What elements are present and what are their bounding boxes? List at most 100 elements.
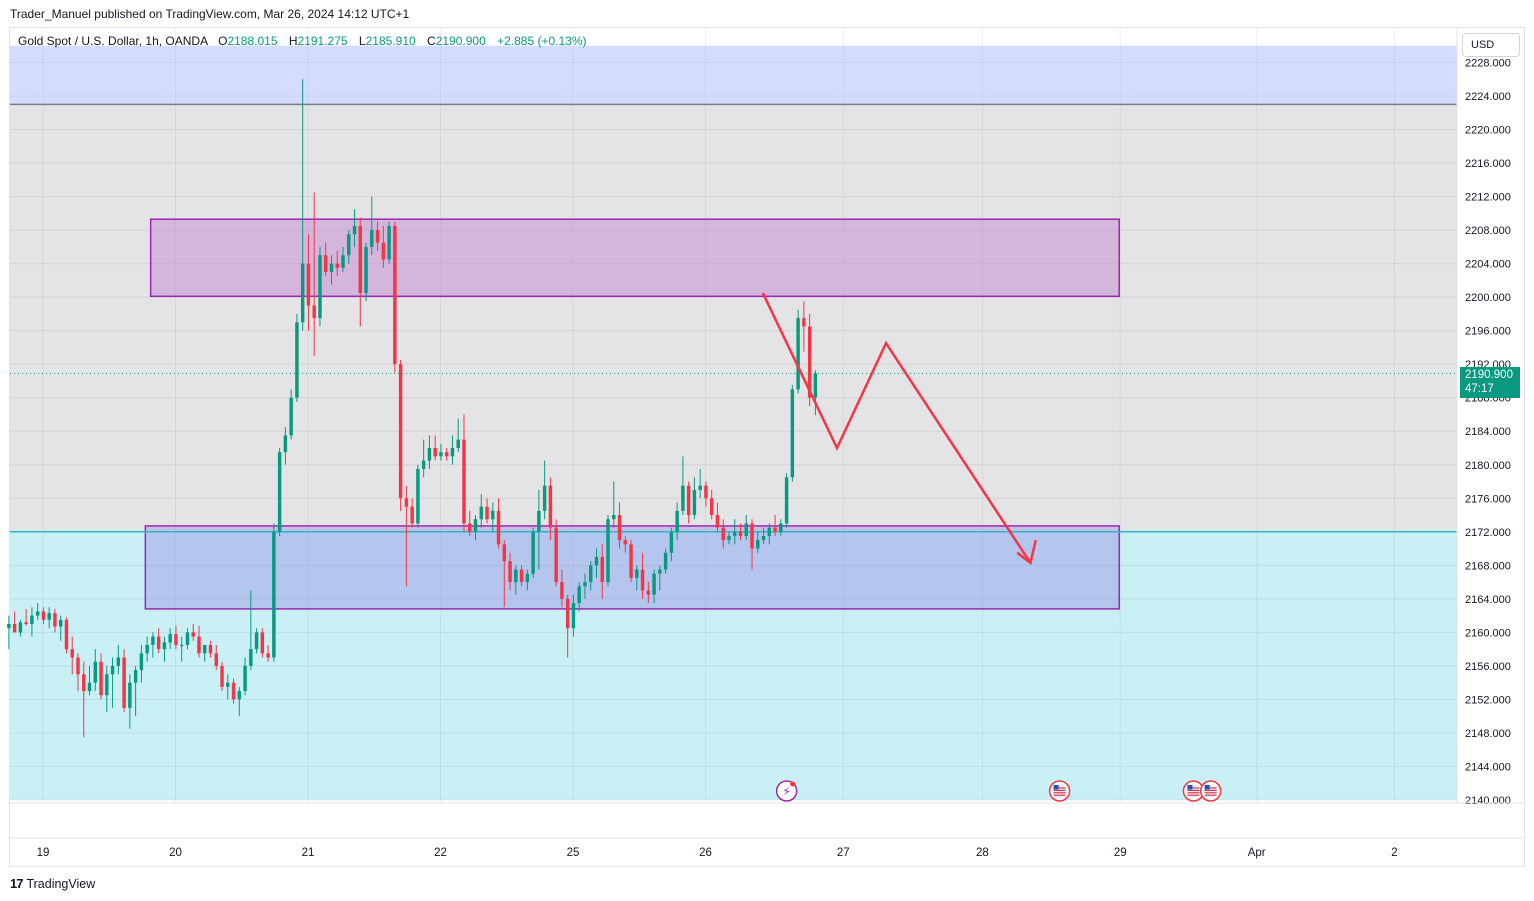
candle-body [738,531,743,536]
candle [329,255,334,285]
candle-body [231,682,236,700]
candle [496,498,501,549]
candle [18,619,23,637]
candle [727,531,731,545]
candle-body [646,590,651,595]
candle [502,540,507,608]
time-tick-label: 28 [976,847,989,859]
candle [704,481,708,507]
candle-body [53,613,57,627]
earnings-event-icon[interactable]: ⚡ [775,780,798,802]
candle-body [548,485,553,528]
candle-body [663,552,668,570]
candle-body [128,682,132,708]
price-tick-label: 2200.000 [1465,292,1511,304]
candle-body [82,674,86,692]
candle-body [93,661,98,683]
high-label: H [288,34,298,48]
candle [249,590,253,671]
publisher-header: Trader_Manuel published on TradingView.c… [10,7,410,21]
candle-body [122,657,126,708]
candle [565,594,570,658]
candle-body [554,527,558,583]
us-economic-event-icon[interactable] [1048,780,1071,802]
candle [243,657,247,696]
candle-body [341,255,345,268]
candle [629,540,633,583]
candle [122,649,126,712]
candle-body [704,485,708,499]
candle [231,678,236,704]
candle-body [387,225,391,260]
candle-body [462,439,466,524]
candle [767,523,772,545]
candle-body [629,544,633,578]
time-tick-label: 25 [567,847,580,859]
candle [456,418,460,453]
candle [577,582,581,612]
candle [612,481,616,528]
candle [416,464,420,528]
candle-body [807,326,812,398]
time-tick-label: Apr [1248,847,1266,859]
candle [105,665,109,712]
price-tick-label: 2148.000 [1465,728,1511,740]
candle-body [410,506,414,524]
candle-body [254,632,259,650]
candle [686,481,691,524]
candle [47,607,51,629]
candle [283,427,288,465]
price-tick-label: 2228.000 [1465,57,1511,69]
price-tick-label: 2176.000 [1465,493,1511,505]
candle-body [260,632,265,654]
candle [462,414,466,532]
candle-body [537,510,541,532]
price-tick-label: 2184.000 [1465,426,1511,438]
candle-body [393,225,397,365]
time-tick-label: 26 [699,847,712,859]
candle [733,519,737,545]
candle [491,502,495,532]
time-tick-label: 20 [169,847,182,859]
candle-body [692,489,697,516]
us-economic-event-icon[interactable] [1182,780,1205,802]
event-dot [790,781,796,787]
candle-body [364,246,368,293]
price-tick-label: 2224.000 [1465,91,1511,103]
candle [174,625,178,650]
candle-body [491,510,495,520]
close-value: 2190.900 [435,34,486,48]
candle-body [640,569,645,591]
candle-body [12,624,17,633]
candle [254,628,259,654]
price-tick-label: 2140.000 [1465,795,1511,807]
candle-body [784,477,789,524]
candle-body [473,519,478,532]
candle-body [635,569,639,578]
events: ⚡ [775,780,1222,802]
candle [421,439,426,478]
candle-body [110,665,115,675]
candle-body [686,485,691,516]
candle-body [652,573,656,595]
candle-body [433,448,437,457]
candle [617,502,622,549]
candle [35,603,40,620]
currency-button[interactable]: USD [1462,33,1520,57]
candle [485,498,489,524]
candle [110,657,115,708]
tradingview-logo-icon: 17 [10,876,24,891]
candle-body [289,397,293,436]
tradingview-brand[interactable]: 17 TradingView [10,876,95,891]
candle [531,527,535,578]
candle [427,435,432,469]
candle-body [404,498,409,507]
us-economic-event-icon[interactable] [1199,780,1222,802]
candle [594,548,599,578]
low-label: L [358,34,366,48]
price-tick-label: 2216.000 [1465,158,1511,170]
candle [300,79,305,331]
flag-canton [1187,785,1193,790]
candle-body [675,510,679,532]
